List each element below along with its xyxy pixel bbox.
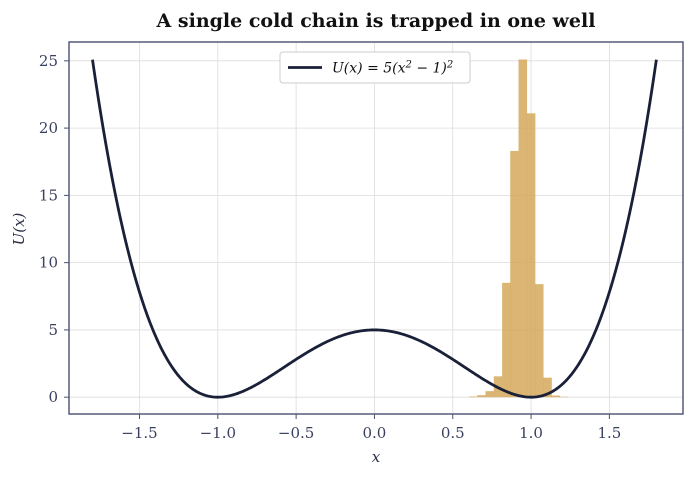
y-axis-label: U(x) bbox=[10, 212, 28, 245]
legend-entry-label: U(x) = 5(x2 − 1)2 bbox=[332, 59, 453, 77]
x-tick-label: 0.0 bbox=[363, 424, 387, 442]
x-axis-label: x bbox=[372, 448, 381, 466]
histogram-bar bbox=[518, 59, 528, 398]
y-tick-label: 5 bbox=[48, 321, 58, 339]
x-tick-label: 0.5 bbox=[441, 424, 465, 442]
legend: U(x) = 5(x2 − 1)2 bbox=[279, 51, 471, 84]
histogram-bar bbox=[543, 377, 552, 398]
potential-curve bbox=[91, 59, 658, 399]
y-tick-label: 10 bbox=[39, 254, 58, 272]
grid bbox=[69, 42, 683, 414]
x-axis-ticks: −1.5 −1.0 −0.5 0.0 0.5 1.0 1.5 bbox=[121, 414, 621, 442]
x-tick-label: 1.0 bbox=[519, 424, 543, 442]
histogram-bar bbox=[510, 150, 519, 398]
chart-title: A single cold chain is trapped in one we… bbox=[156, 10, 596, 32]
y-tick-label: 0 bbox=[48, 388, 58, 406]
x-tick-label: −1.5 bbox=[121, 424, 157, 442]
y-tick-label: 15 bbox=[39, 186, 58, 204]
legend-box bbox=[279, 51, 471, 84]
y-tick-label: 25 bbox=[39, 52, 58, 70]
x-tick-label: −0.5 bbox=[278, 424, 314, 442]
x-tick-label: 1.5 bbox=[597, 424, 621, 442]
histogram-bar bbox=[469, 396, 478, 398]
y-axis-ticks: 0 5 10 15 20 25 bbox=[39, 52, 69, 406]
x-tick-label: −1.0 bbox=[200, 424, 236, 442]
histogram-bar bbox=[502, 282, 511, 398]
histogram-bar bbox=[485, 391, 495, 398]
histogram-bar bbox=[534, 284, 544, 398]
histogram-bar bbox=[526, 113, 536, 398]
y-tick-label: 20 bbox=[39, 119, 58, 137]
histogram-bar bbox=[477, 395, 486, 398]
series-lines bbox=[91, 59, 658, 399]
plot-frame bbox=[68, 41, 684, 415]
histogram-bar bbox=[551, 395, 561, 398]
